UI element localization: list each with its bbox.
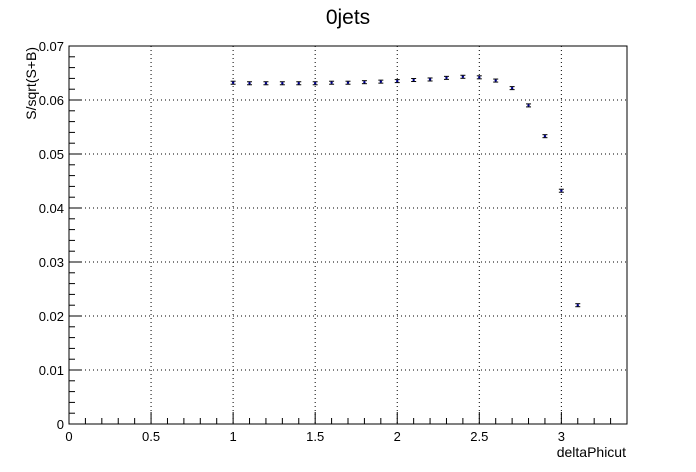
data-point	[247, 81, 253, 86]
y-tick-label: 0.04	[39, 201, 64, 216]
axis-ticks	[68, 45, 628, 425]
data-point	[279, 81, 285, 86]
y-tick-label: 0.05	[39, 147, 64, 162]
x-tick-label: 0.5	[142, 429, 160, 444]
data-point	[329, 80, 335, 85]
data-point	[526, 103, 532, 108]
data-point	[493, 78, 499, 83]
data-point	[394, 79, 400, 84]
data-point	[509, 86, 515, 91]
chart-title: 0jets	[326, 6, 370, 29]
x-tick-label: 2.5	[470, 429, 488, 444]
data-point	[230, 80, 236, 85]
data-point	[345, 80, 351, 85]
x-axis-label: deltaPhicut	[557, 444, 626, 460]
y-tick-label: 0.03	[39, 255, 64, 270]
data-point	[443, 75, 449, 80]
data-point	[460, 74, 466, 79]
data-point	[263, 81, 269, 86]
x-tick-label: 2	[394, 429, 401, 444]
plot-frame	[68, 45, 628, 425]
x-tick-label: 3	[558, 429, 565, 444]
data-point	[361, 80, 367, 85]
x-tick-label: 1.5	[306, 429, 324, 444]
tick-labels: 0 0.5 1 1.5 2 2.5 3 0 0.01 0.02 0.03 0.04 0.05 0.06 0.…	[39, 39, 565, 444]
data-point	[476, 75, 482, 80]
data-point	[378, 79, 384, 84]
y-tick-label: 0.06	[39, 93, 64, 108]
data-point	[411, 78, 417, 83]
data-point	[542, 134, 548, 139]
y-tick-label: 0.02	[39, 309, 64, 324]
y-tick-label: 0.07	[39, 39, 64, 54]
y-tick-label: 0	[57, 417, 64, 432]
data-point	[312, 81, 318, 86]
y-tick-label: 0.01	[39, 363, 64, 378]
y-axis-label: S/sqrt(S+B)	[23, 47, 39, 120]
x-tick-label: 0	[65, 429, 72, 444]
x-tick-label: 1	[230, 429, 237, 444]
data-point	[427, 77, 433, 82]
grid-lines	[69, 46, 627, 424]
data-point	[296, 81, 302, 86]
data-point	[558, 188, 564, 193]
data-point	[575, 303, 581, 308]
data-points	[230, 74, 581, 308]
